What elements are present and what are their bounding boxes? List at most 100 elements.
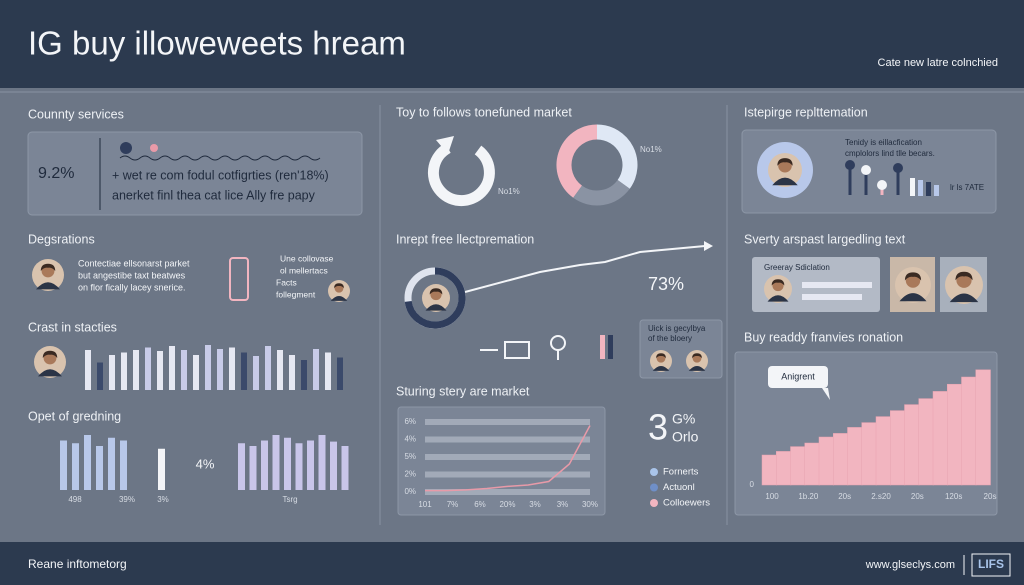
grid-band <box>425 436 590 443</box>
section-title: Crast in stacties <box>28 320 117 334</box>
axis-label: Tsrg <box>282 495 297 504</box>
badge-text: LIFS <box>978 557 1004 571</box>
bar <box>301 360 307 390</box>
side-text: Facts <box>276 277 297 287</box>
bar <box>158 448 165 490</box>
bar <box>307 440 314 490</box>
area-step <box>804 442 820 486</box>
text-line: of the bloery <box>648 334 692 343</box>
callout <box>768 366 828 388</box>
stat: 9.2% <box>38 165 74 182</box>
side-text: Une collovase <box>280 253 334 263</box>
header <box>0 0 1024 88</box>
y-tick-label: 5% <box>404 452 416 461</box>
bar <box>265 346 271 390</box>
x-tick-label: 2.s20 <box>871 492 891 501</box>
area-step <box>918 398 934 486</box>
x-tick-label: 1b.20 <box>798 492 819 501</box>
side-text: ol mellertacs <box>280 265 328 275</box>
footer-url: www.glseclys.com <box>865 559 955 571</box>
bar <box>109 355 115 390</box>
dot <box>150 144 158 152</box>
area-step <box>890 410 906 486</box>
side-text: follegment <box>276 289 316 299</box>
x-tick-label: 3% <box>557 500 569 509</box>
bar <box>169 346 175 390</box>
section-title: Inrept free llectpremation <box>396 232 534 246</box>
bar <box>261 440 268 490</box>
footer <box>0 542 1024 585</box>
bar <box>133 350 139 390</box>
subtitle: Cate new latre colnchied <box>878 57 998 69</box>
bar <box>277 350 283 390</box>
area-step <box>833 433 849 486</box>
section-title: Sverty arspast largedling text <box>744 232 906 246</box>
bar <box>337 357 343 390</box>
area-step <box>947 383 963 486</box>
legend-swatch <box>650 499 658 507</box>
bar <box>193 355 199 390</box>
big-stat: 3 <box>648 407 668 448</box>
bar <box>289 355 295 390</box>
bar <box>205 345 211 390</box>
axis-label: 39% <box>119 495 135 504</box>
lollipops <box>845 160 939 196</box>
refresh-icon <box>436 136 454 154</box>
grid-band <box>425 489 590 495</box>
refresh-icon <box>427 143 495 207</box>
callout-text: Anigrent <box>781 371 815 381</box>
x-tick-label: 120s <box>945 492 962 501</box>
donut-segment <box>573 179 630 206</box>
x-tick-label: 20s <box>911 492 924 501</box>
line <box>425 425 591 492</box>
bar <box>121 352 127 390</box>
area-step <box>776 451 792 486</box>
grid-band <box>425 454 590 460</box>
bar <box>108 437 115 490</box>
bar <box>85 350 91 390</box>
legend-label: Fornerts <box>663 467 699 478</box>
y-tick-label: 6% <box>404 417 416 426</box>
text-line: Tenidy is eillacfication <box>845 138 922 147</box>
donut-segment <box>556 124 598 198</box>
ring-progress <box>404 267 466 329</box>
legend-label: Actuonl <box>663 482 695 493</box>
donut-segment <box>596 124 638 189</box>
area-step <box>818 436 834 486</box>
chart-frame <box>397 406 606 516</box>
dot <box>120 142 132 154</box>
section-title: Opet of gredning <box>28 409 121 423</box>
bar <box>330 441 337 490</box>
section-title: Istepirge replttemation <box>744 105 868 119</box>
axis-label: 498 <box>68 495 82 504</box>
section-title: Degsrations <box>28 232 95 246</box>
bar <box>318 435 326 490</box>
text-line: but angestibe taxt beatwes <box>78 270 186 280</box>
icons <box>480 335 613 360</box>
area-step <box>861 422 877 486</box>
area-step <box>847 427 863 486</box>
bar <box>120 440 127 490</box>
section-title: Buy readdy franvies ronation <box>744 330 903 344</box>
x-tick-label: 7% <box>447 500 459 509</box>
area-step <box>932 391 948 486</box>
trend-arrow <box>464 245 706 293</box>
area-step <box>875 416 891 486</box>
bar <box>284 437 291 490</box>
title: IG buy illoweweets hream <box>28 25 406 62</box>
bar <box>295 443 303 490</box>
bar <box>229 347 235 390</box>
ring-label: 73% <box>648 274 684 294</box>
x-tick-label: 6% <box>474 500 486 509</box>
card <box>27 131 363 216</box>
section-title: Sturing stery are market <box>396 384 530 398</box>
donut-label: No1% <box>640 145 662 154</box>
bar <box>253 356 259 390</box>
bar <box>97 362 103 390</box>
area-step <box>904 404 920 486</box>
text-line: anerket finl thea cat lice Ally fre papy <box>112 188 316 202</box>
bar <box>181 350 187 390</box>
bar <box>96 446 103 490</box>
